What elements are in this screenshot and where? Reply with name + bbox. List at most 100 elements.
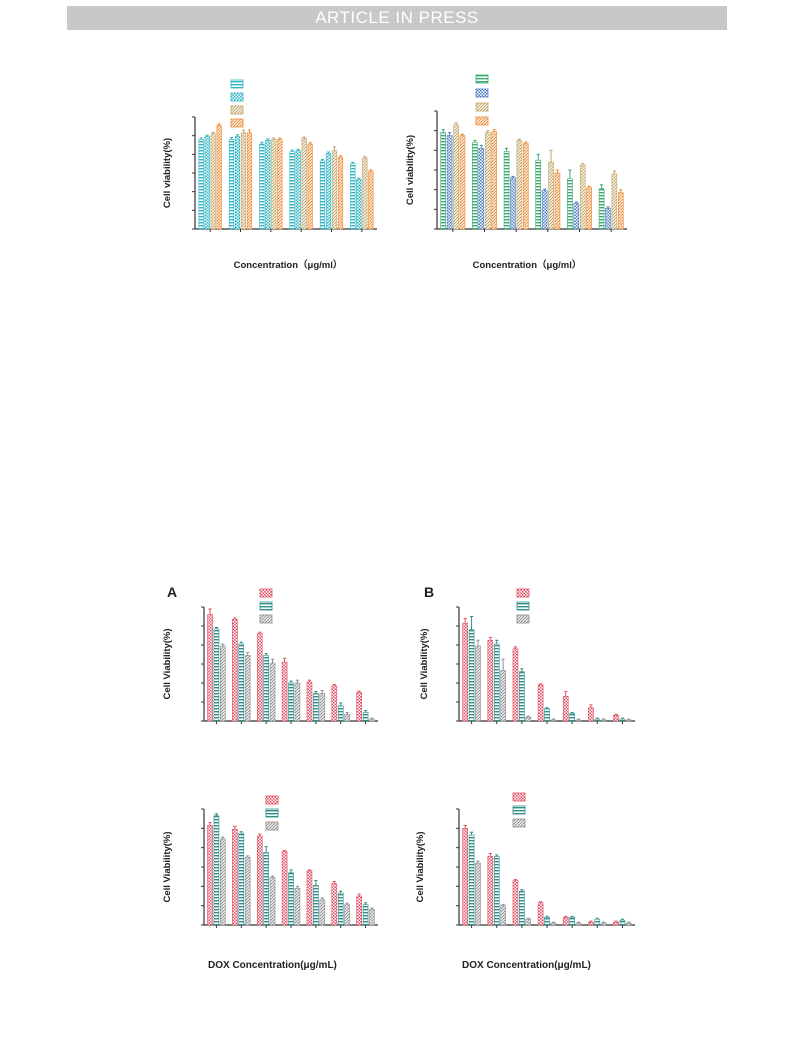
bar bbox=[265, 140, 271, 230]
bar bbox=[362, 904, 369, 926]
bar bbox=[619, 718, 626, 722]
bar bbox=[288, 682, 294, 722]
bar bbox=[256, 633, 263, 722]
bar bbox=[594, 718, 601, 722]
bar bbox=[337, 892, 344, 926]
bar bbox=[301, 138, 307, 230]
legend-swatch bbox=[475, 116, 489, 126]
bar bbox=[289, 151, 295, 230]
bar bbox=[475, 862, 481, 926]
article-in-press-banner: ARTICLE IN PRESS bbox=[67, 6, 727, 30]
bar bbox=[519, 671, 525, 722]
bar bbox=[472, 142, 478, 230]
bar bbox=[550, 719, 557, 722]
bar bbox=[459, 135, 466, 230]
legend-swatch bbox=[259, 601, 273, 611]
bar bbox=[220, 645, 226, 722]
bar bbox=[269, 877, 276, 926]
bar bbox=[500, 905, 506, 926]
legend-swatch bbox=[516, 601, 530, 611]
legend-swatch bbox=[512, 792, 526, 802]
bar bbox=[446, 135, 453, 230]
bar bbox=[440, 132, 447, 230]
bar bbox=[350, 163, 356, 230]
bar bbox=[512, 880, 519, 926]
bar bbox=[519, 890, 525, 926]
bar bbox=[213, 628, 220, 722]
bar bbox=[232, 828, 238, 926]
bar bbox=[484, 132, 491, 230]
bar bbox=[269, 662, 276, 722]
legend-swatch bbox=[265, 795, 279, 805]
bar bbox=[575, 922, 582, 926]
bar bbox=[294, 887, 301, 926]
bar bbox=[468, 834, 475, 926]
dox-concentration-label-left: DOX Concentration(μg/mL) bbox=[208, 960, 337, 971]
chart-panel-6: Cell Viability(%) bbox=[415, 792, 635, 928]
legend-swatch bbox=[230, 92, 244, 102]
bar bbox=[588, 707, 594, 722]
legend-swatch bbox=[516, 614, 530, 624]
panel-label-a: A bbox=[167, 584, 178, 600]
bar bbox=[567, 178, 573, 230]
bar bbox=[263, 655, 269, 722]
chart-panel-1: Cell viability(%) Concentration（μg/ml） bbox=[162, 79, 377, 271]
bar bbox=[344, 714, 350, 722]
bar bbox=[344, 904, 350, 926]
bar bbox=[537, 902, 544, 926]
bar bbox=[307, 143, 313, 230]
bar bbox=[356, 692, 362, 722]
bar bbox=[256, 835, 263, 926]
bar bbox=[611, 173, 618, 230]
bar bbox=[491, 131, 497, 230]
bar bbox=[516, 140, 523, 230]
bar bbox=[503, 151, 510, 230]
bar bbox=[600, 719, 607, 722]
bar bbox=[306, 870, 313, 926]
bar bbox=[493, 856, 500, 926]
bar bbox=[356, 895, 362, 926]
bar bbox=[204, 136, 210, 230]
bar bbox=[362, 712, 369, 722]
bar bbox=[493, 643, 500, 722]
bar bbox=[319, 899, 326, 926]
bar bbox=[605, 208, 611, 230]
bar bbox=[613, 714, 619, 722]
bar bbox=[554, 172, 561, 230]
bar bbox=[617, 192, 624, 230]
legend-swatch bbox=[512, 818, 526, 828]
bar bbox=[207, 614, 213, 722]
bar bbox=[453, 124, 459, 230]
bar bbox=[288, 872, 294, 926]
bar bbox=[246, 132, 253, 230]
bar bbox=[313, 693, 319, 722]
y-axis-label: Cell Viability(%) bbox=[162, 628, 173, 699]
bar bbox=[475, 645, 481, 722]
bar bbox=[573, 203, 580, 230]
chart-panel-2: Cell viability(%) Concentration（μg/ml） bbox=[405, 74, 627, 271]
bar bbox=[356, 179, 362, 230]
bar bbox=[234, 136, 241, 230]
x-axis-label: Concentration（μg/ml） bbox=[234, 259, 343, 271]
bar bbox=[598, 188, 605, 230]
bar bbox=[512, 648, 519, 722]
bar bbox=[244, 857, 251, 926]
bar bbox=[500, 670, 506, 722]
bar bbox=[522, 143, 529, 230]
bar bbox=[238, 832, 245, 926]
bar bbox=[525, 918, 532, 926]
bar bbox=[579, 164, 586, 230]
bar bbox=[535, 159, 542, 230]
bar bbox=[537, 684, 544, 722]
bar bbox=[313, 885, 319, 926]
chart-panel-5: Cell Viability(%) bbox=[162, 795, 378, 928]
bar bbox=[281, 661, 288, 722]
bar bbox=[331, 150, 338, 230]
bar bbox=[337, 705, 344, 722]
bar bbox=[213, 815, 220, 926]
bar bbox=[541, 190, 548, 230]
legend-swatch bbox=[475, 102, 489, 112]
bar bbox=[271, 139, 277, 230]
bar bbox=[319, 160, 326, 230]
